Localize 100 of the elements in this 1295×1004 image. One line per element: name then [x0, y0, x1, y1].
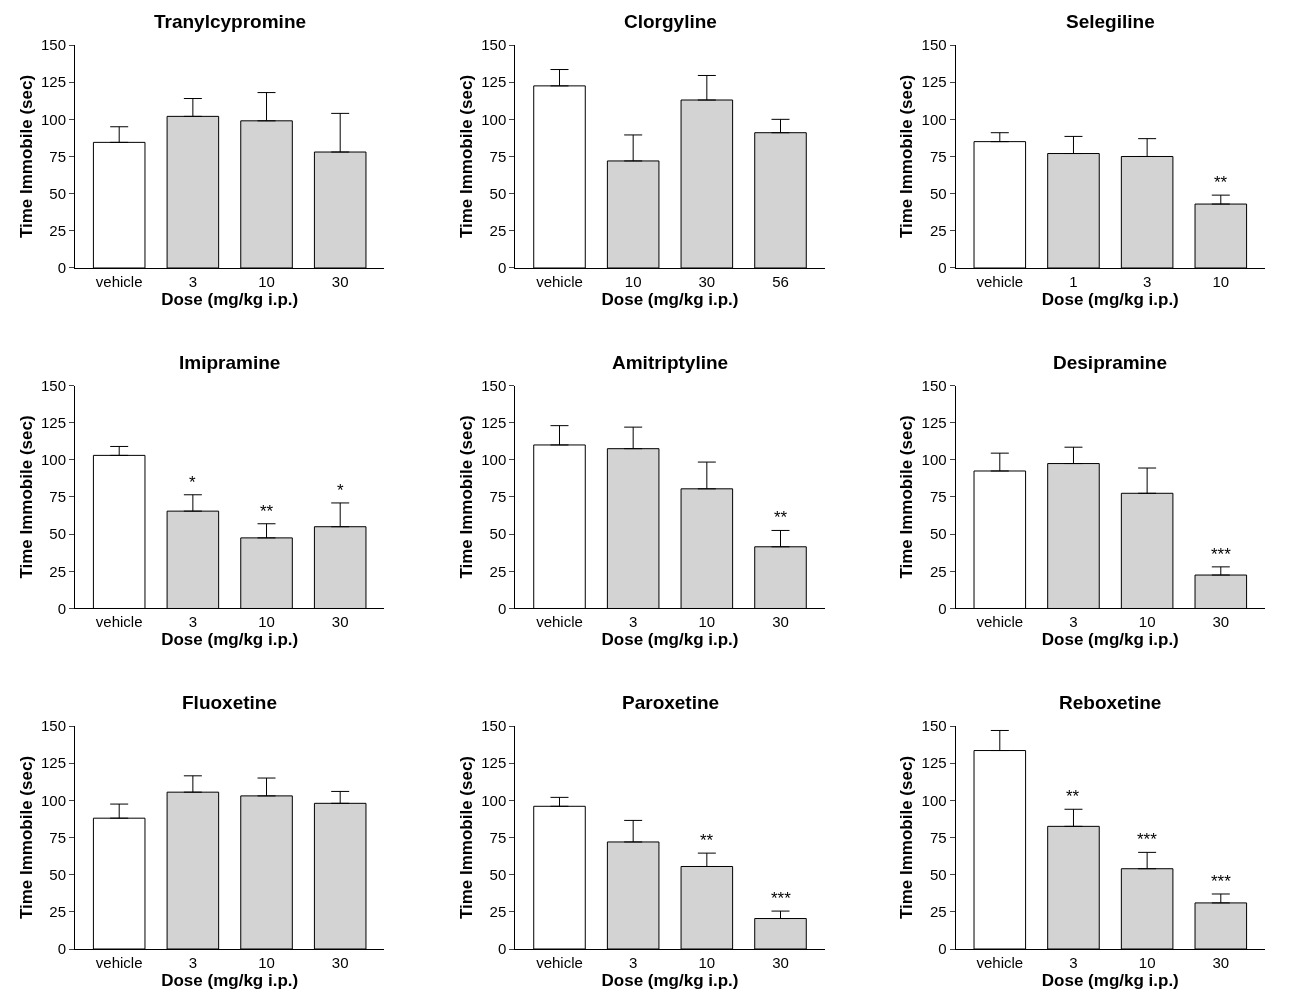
x-tick-label: 30: [331, 613, 349, 631]
y-tick-label: 75: [929, 488, 947, 506]
y-tick-label: 0: [938, 940, 947, 958]
x-tick-label: vehicle: [536, 613, 583, 631]
y-tick-label: 150: [921, 36, 947, 54]
y-axis-title: Time Immobile (sec): [897, 415, 917, 579]
y-tick-label: 75: [489, 828, 507, 846]
x-tick-label: vehicle: [976, 954, 1024, 971]
y-tick-label: 0: [497, 940, 507, 958]
annotation: ***: [1211, 545, 1232, 564]
y-tick-label: 125: [481, 73, 507, 91]
y-tick-label: 0: [57, 259, 66, 277]
x-tick-label: vehicle: [536, 954, 583, 971]
y-axis-title: Time Immobile (sec): [16, 415, 36, 579]
chart-title: Paroxetine: [622, 692, 720, 713]
y-tick-label: 75: [49, 147, 66, 165]
y-tick-label: 100: [481, 451, 507, 469]
x-tick-label: 3: [629, 954, 638, 971]
y-tick-label: 25: [929, 222, 947, 240]
y-tick-label: 125: [921, 413, 947, 431]
y-tick-label: 75: [929, 147, 947, 165]
y-tick-label: 125: [40, 73, 66, 91]
annotation: **: [774, 508, 788, 527]
x-tick-label: 10: [1138, 613, 1156, 631]
y-tick-label: 50: [489, 184, 507, 202]
y-axis-title: Time Immobile (sec): [456, 74, 476, 239]
annotation: ***: [1211, 872, 1232, 891]
y-tick-label: 0: [938, 599, 947, 617]
y-tick-label: 50: [49, 865, 66, 883]
y-tick-label: 100: [40, 110, 66, 128]
x-tick-label: 10: [1212, 272, 1230, 290]
x-tick-label: 3: [188, 954, 198, 971]
annotation: **: [260, 502, 274, 521]
y-axis-title: Time Immobile (sec): [16, 755, 36, 920]
y-tick-label: 75: [489, 488, 507, 506]
y-tick-label: 100: [921, 451, 947, 469]
y-tick-label: 150: [481, 36, 507, 54]
x-tick-label: 10: [698, 613, 716, 631]
y-axis-title: Time Immobile (sec): [897, 74, 917, 239]
x-tick-label: 30: [1212, 613, 1230, 631]
y-tick-label: 100: [40, 791, 66, 809]
x-tick-label: vehicle: [976, 272, 1024, 290]
annotation: **: [700, 831, 714, 850]
y-tick-label: 150: [481, 717, 507, 735]
annotation: ***: [771, 889, 792, 908]
x-tick-label: 3: [1069, 954, 1078, 971]
y-tick-label: 25: [929, 562, 947, 580]
chart-title: Fluoxetine: [182, 692, 278, 713]
x-tick-label: 30: [331, 954, 349, 971]
y-tick-label: 25: [489, 222, 507, 240]
y-tick-label: 50: [929, 525, 947, 543]
y-tick-label: 125: [40, 413, 66, 431]
chart-title: Imipramine: [179, 352, 281, 373]
y-tick-label: 0: [497, 599, 507, 617]
x-tick-label: 10: [258, 272, 275, 290]
y-tick-label: 25: [49, 903, 66, 921]
annotation: **: [1066, 787, 1080, 806]
y-tick-label: 25: [49, 562, 66, 580]
x-tick-label: 3: [1142, 272, 1152, 290]
y-axis-title: Time Immobile (sec): [456, 415, 476, 579]
x-axis-title: Dose (mg/kg i.p.): [1041, 971, 1179, 990]
y-tick-label: 125: [921, 73, 947, 91]
y-tick-label: 100: [40, 451, 66, 469]
y-axis-title: Time Immobile (sec): [897, 755, 917, 920]
y-tick-label: 100: [481, 110, 507, 128]
x-tick-label: 56: [772, 272, 789, 290]
y-tick-label: 150: [921, 717, 947, 735]
y-tick-label: 125: [481, 413, 507, 431]
y-tick-label: 25: [49, 222, 66, 240]
x-tick-label: 10: [1138, 954, 1156, 971]
x-tick-label: vehicle: [95, 613, 143, 631]
y-tick-label: 75: [489, 147, 507, 165]
x-axis-title: Dose (mg/kg i.p.): [161, 289, 299, 309]
x-tick-label: 30: [698, 272, 716, 290]
x-axis-title: Dose (mg/kg i.p.): [161, 630, 299, 650]
y-tick-label: 100: [921, 110, 947, 128]
y-tick-label: 50: [489, 525, 507, 543]
y-tick-label: 125: [481, 754, 507, 772]
y-tick-label: 0: [57, 599, 66, 617]
chart-title: Amitriptyline: [612, 352, 729, 373]
y-tick-label: 75: [929, 828, 947, 846]
y-tick-label: 25: [489, 562, 507, 580]
y-axis-title: Time Immobile (sec): [456, 755, 476, 920]
y-axis-title: Time Immobile (sec): [16, 74, 36, 239]
y-tick-label: 0: [497, 259, 507, 277]
y-tick-label: 125: [921, 754, 947, 772]
x-axis-title: Dose (mg/kg i.p.): [601, 289, 739, 309]
y-tick-label: 50: [49, 525, 66, 543]
x-tick-label: vehicle: [95, 954, 143, 971]
y-tick-label: 150: [40, 36, 66, 54]
chart-title: Reboxetine: [1059, 692, 1162, 713]
y-tick-label: 50: [929, 865, 947, 883]
x-tick-label: 3: [188, 613, 198, 631]
x-tick-label: 10: [624, 272, 642, 290]
x-axis-title: Dose (mg/kg i.p.): [601, 971, 739, 990]
x-tick-label: 1: [1069, 272, 1078, 290]
x-tick-label: 3: [629, 613, 638, 631]
x-tick-label: 30: [1212, 954, 1230, 971]
chart-title: Tranylcypromine: [154, 11, 307, 32]
y-tick-label: 50: [929, 184, 947, 202]
